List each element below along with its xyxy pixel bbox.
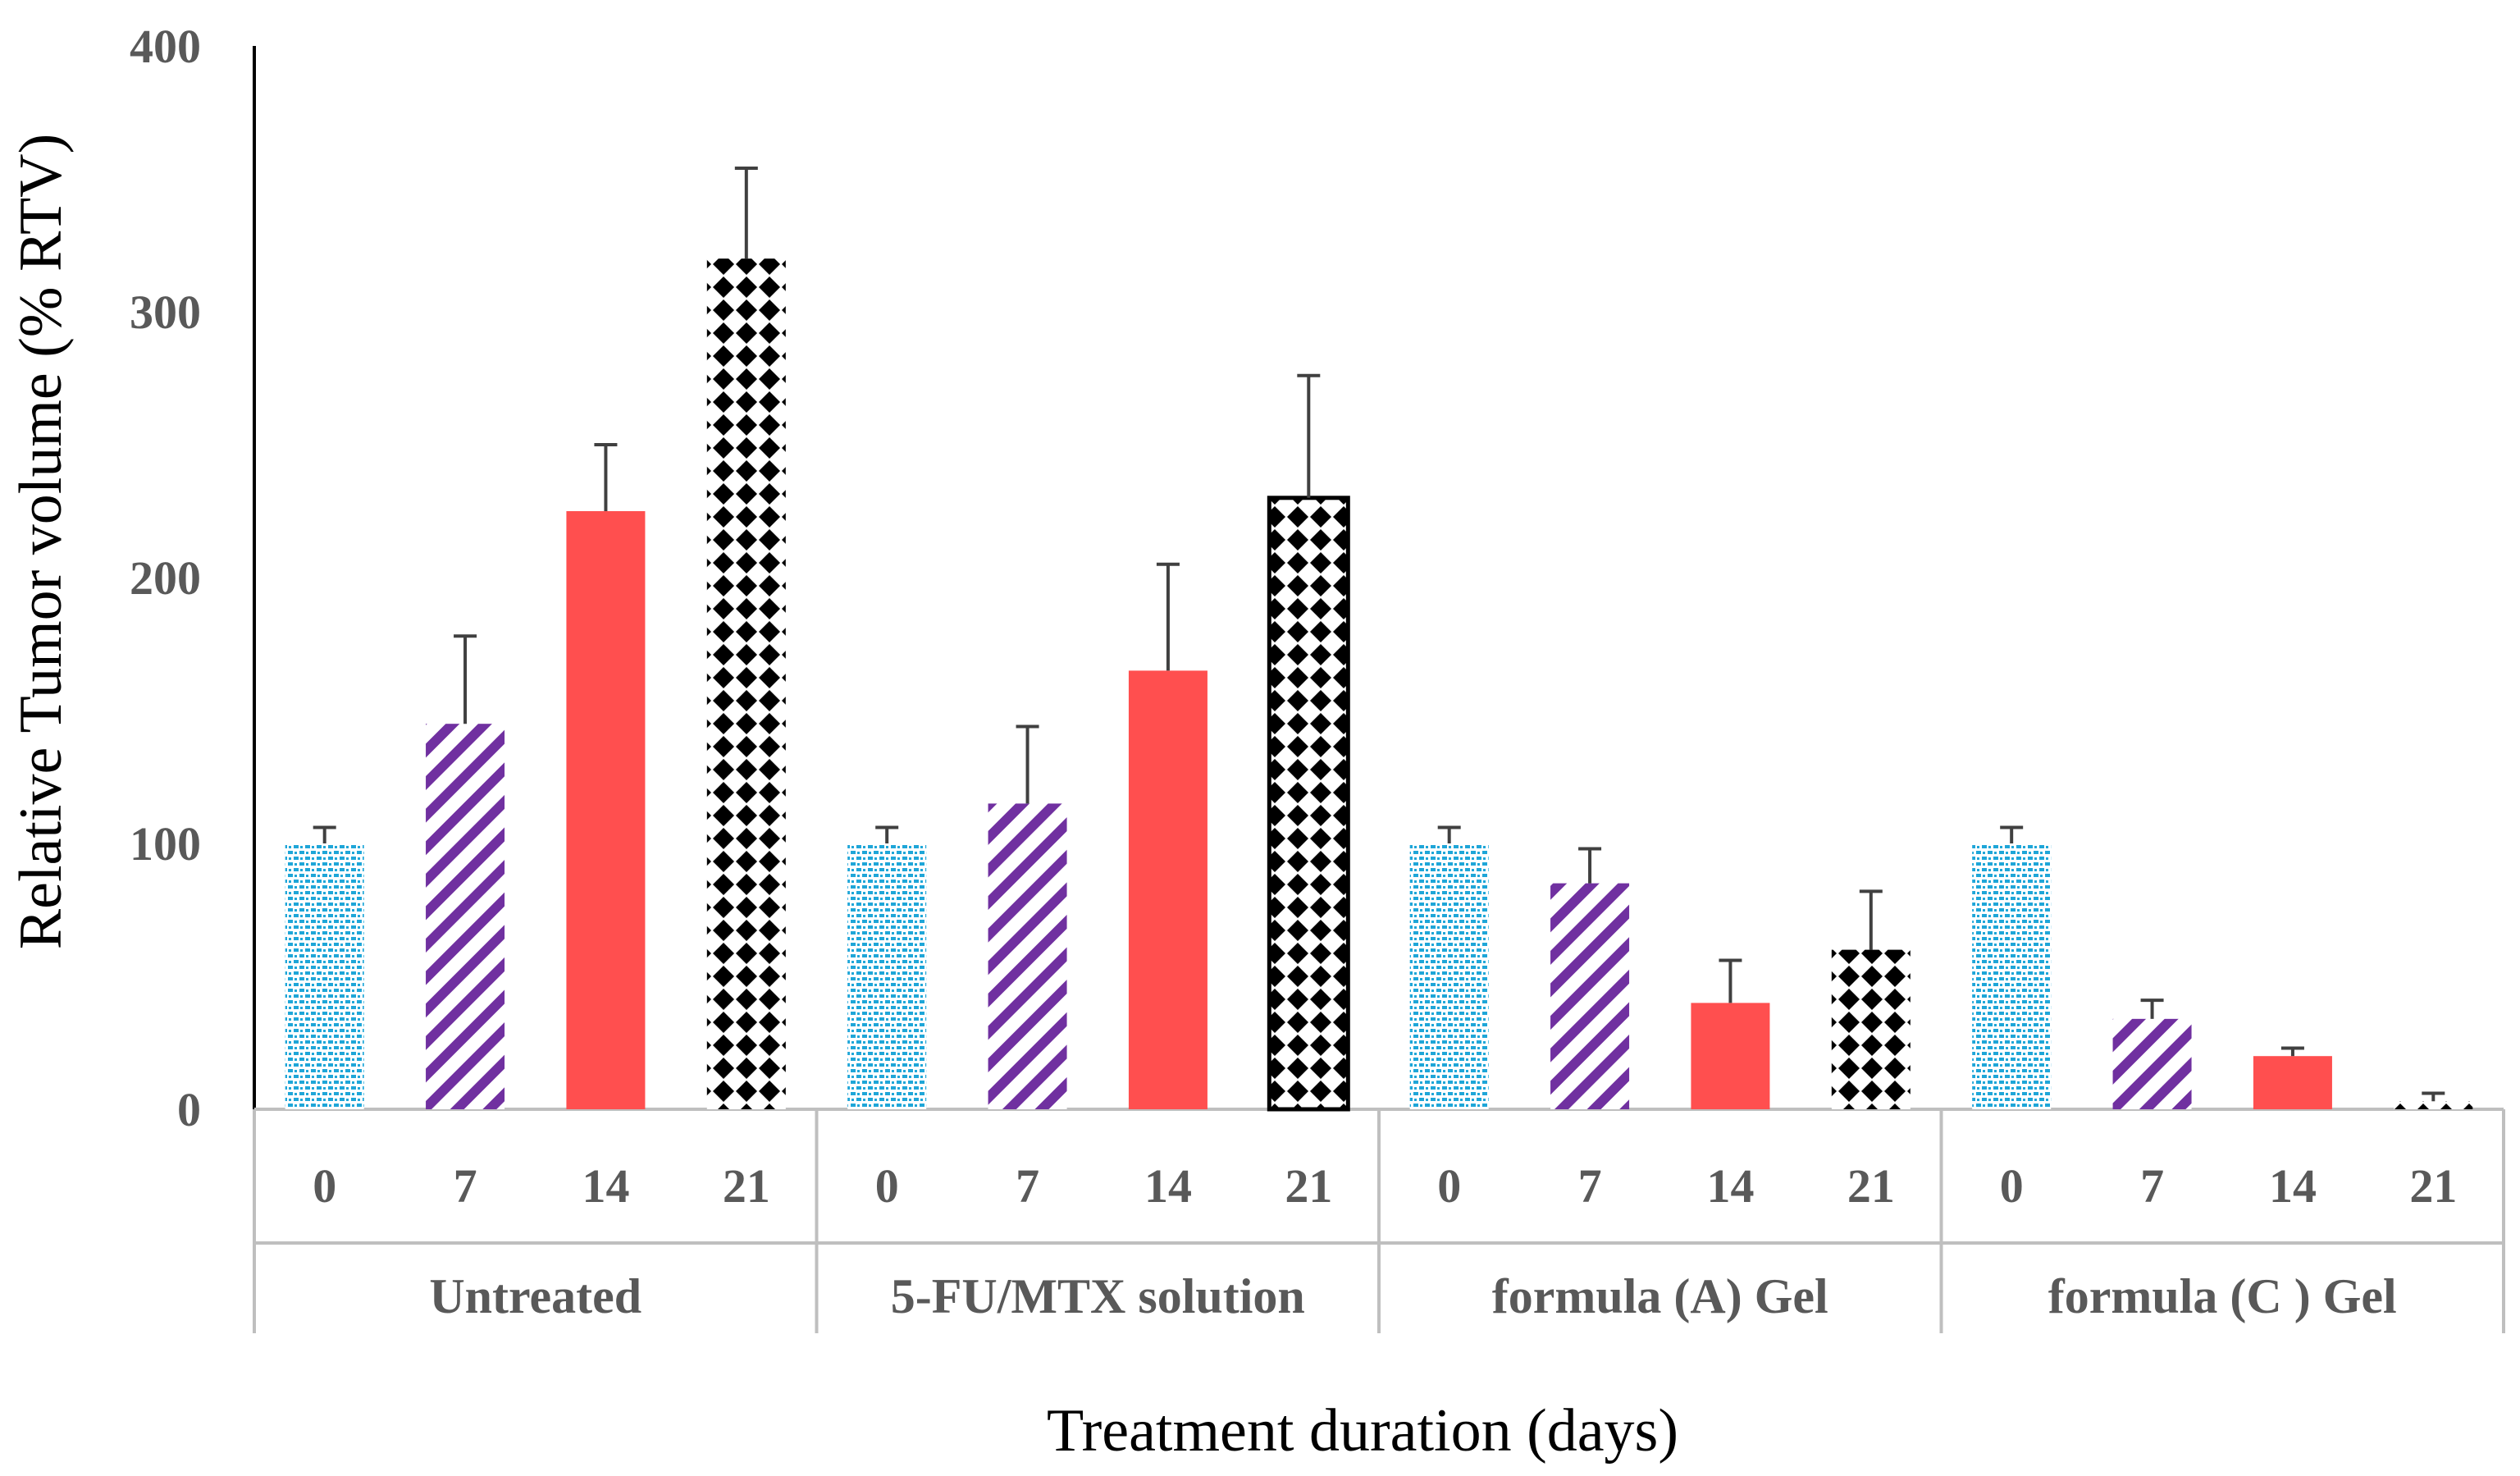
x-tick-label: 0 [313,1159,336,1213]
group-label: formula (C ) Gel [2048,1269,2397,1323]
y-tick-label: 0 [177,1083,201,1136]
bar [1831,949,1911,1109]
bar [426,724,505,1109]
x-tick-label: 14 [582,1159,629,1213]
bar [2112,1018,2192,1109]
x-axis-title: Treatment duration (days) [1047,1397,1678,1465]
bar [2253,1056,2332,1109]
bar [1691,1003,1770,1109]
bar [706,258,786,1110]
x-tick-label: 0 [2000,1159,2024,1213]
bar [1409,843,1489,1109]
bar [1972,843,2052,1109]
x-tick-label: 14 [1706,1159,1754,1213]
x-tick-label: 0 [875,1159,899,1213]
x-tick-label: 0 [1437,1159,1461,1213]
x-tick-label: 7 [1016,1159,1039,1213]
bar [1267,496,1350,1112]
x-tick-label: 14 [1144,1159,1192,1213]
x-tick-label: 21 [2409,1159,2457,1213]
x-tick-label: 14 [2269,1159,2317,1213]
bar [2394,1101,2473,1109]
group-label: formula (A) Gel [1492,1269,1828,1323]
y-tick-label: 300 [130,286,201,339]
x-tick-label: 21 [723,1159,770,1213]
y-tick-label: 400 [130,20,201,73]
group-label: 5-FU/MTX solution [891,1269,1305,1323]
x-tick-label: 7 [2140,1159,2164,1213]
x-tick-label: 21 [1285,1159,1332,1213]
x-tick-label: 7 [454,1159,477,1213]
bar [847,843,927,1109]
y-tick-label: 100 [130,817,201,871]
bar [1550,883,1630,1109]
bar [988,803,1067,1109]
y-tick-label: 200 [130,551,201,605]
bar [285,843,364,1109]
x-tick-label: 7 [1578,1159,1602,1213]
bar [566,511,646,1109]
y-axis-title: Relative Tumor volume (% RTV) [7,134,75,949]
x-tick-label: 21 [1847,1159,1895,1213]
bar [1128,670,1208,1109]
group-label: Untreated [429,1269,641,1323]
